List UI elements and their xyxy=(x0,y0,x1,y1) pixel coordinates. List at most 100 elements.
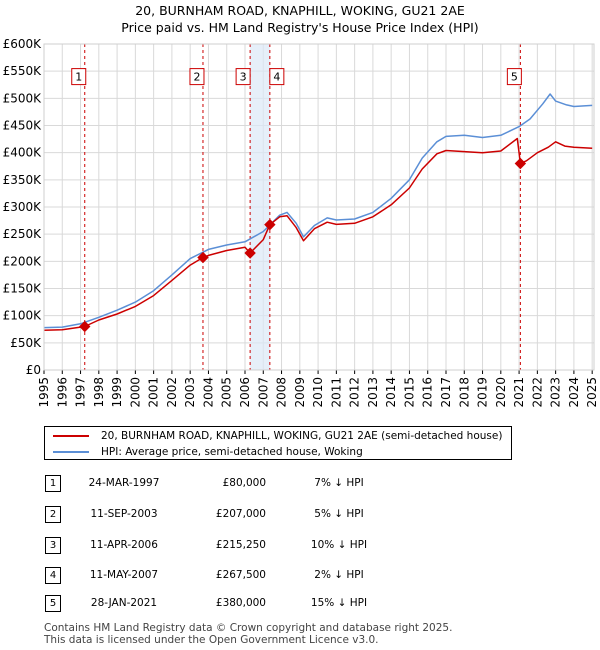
x-tick-label: 2018 xyxy=(457,377,471,408)
sale-hpi-diff: 5% ↓ HPI xyxy=(314,508,364,520)
chart-subtitle: Price paid vs. HM Land Registry's House … xyxy=(121,20,479,35)
x-tick-label: 2015 xyxy=(402,377,416,408)
sale-badge: 5 xyxy=(45,595,61,612)
sale-point xyxy=(197,251,209,264)
x-tick-label: 2011 xyxy=(329,377,343,408)
sale-point xyxy=(264,218,276,231)
table-row: 1 24-MAR-1997 £80,000 7% ↓ HPI xyxy=(44,472,444,494)
legend-item-hpi: HPI: Average price, semi-detached house,… xyxy=(53,444,363,460)
y-tick-label: £500K xyxy=(3,91,43,105)
y-tick-label: £350K xyxy=(3,173,43,187)
x-tick-label: 2019 xyxy=(476,377,490,408)
y-tick-label: £0 xyxy=(26,363,41,377)
sale-point xyxy=(514,157,527,170)
footer-copyright: Contains HM Land Registry data © Crown c… xyxy=(44,622,453,634)
sale-point xyxy=(79,320,91,333)
price-chart: 1 2 3 4 5 £0 £50K £100K £150K £200K £250K £300K £35… xyxy=(3,37,600,408)
x-tick-label: 2007 xyxy=(256,377,270,408)
sale-marker-box xyxy=(506,68,522,86)
x-tick-label: 1995 xyxy=(37,377,51,408)
sale-vlines xyxy=(84,44,521,370)
sale-price: £380,000 xyxy=(215,597,266,609)
sale-marker-box xyxy=(269,68,285,86)
sale-badge: 4 xyxy=(45,567,61,584)
x-tick-label: 2009 xyxy=(293,377,307,408)
legend-swatch-property xyxy=(53,435,89,437)
x-tick-label: 2017 xyxy=(439,377,453,408)
sale-point xyxy=(244,247,256,259)
sale-hpi-diff: 2% ↓ HPI xyxy=(314,569,364,581)
x-tick-label: 1997 xyxy=(74,377,88,408)
table-row: 4 11-MAY-2007 £267,500 2% ↓ HPI xyxy=(44,564,444,586)
y-tick-label: £550K xyxy=(3,64,43,78)
x-tick-label: 2012 xyxy=(348,377,362,408)
sale-badge: 3 xyxy=(45,537,61,554)
y-tick-label: £150K xyxy=(3,282,43,296)
sale-badge: 2 xyxy=(45,506,61,523)
axis-ticks: £0 £50K £100K £150K £200K £250K £300K £350K £400… xyxy=(3,37,600,408)
x-tick-label: 1999 xyxy=(110,377,124,408)
y-tick-label: £100K xyxy=(3,309,43,323)
sale-date: 11-SEP-2003 xyxy=(90,508,158,520)
x-tick-label: 2005 xyxy=(220,377,234,408)
x-tick-label: 2006 xyxy=(238,377,252,408)
x-tick-label: 2002 xyxy=(165,377,179,408)
legend-item-property: 20, BURNHAM ROAD, KNAPHILL, WOKING, GU21… xyxy=(53,428,502,444)
x-tick-label: 2021 xyxy=(512,377,526,408)
x-tick-label: 2013 xyxy=(366,377,380,408)
grid xyxy=(43,43,594,371)
legend-swatch-hpi xyxy=(53,451,89,453)
x-tick-label: 2020 xyxy=(494,377,508,408)
x-tick-label: 2025 xyxy=(585,377,599,408)
y-tick-label: £600K xyxy=(3,37,43,51)
shaded-range xyxy=(250,44,270,370)
x-tick-label: 2022 xyxy=(530,377,544,408)
footer: Contains HM Land Registry data © Crown c… xyxy=(44,622,452,646)
sale-marker-label: 5 xyxy=(511,71,518,84)
sale-date: 11-APR-2006 xyxy=(90,539,158,551)
sale-marker-box xyxy=(71,68,87,86)
x-tick-label: 2001 xyxy=(147,377,161,408)
y-tick-label: £200K xyxy=(3,254,43,268)
plot-frame xyxy=(43,43,595,371)
y-tick-label: £50K xyxy=(10,336,42,350)
x-tick-label: 2003 xyxy=(183,377,197,408)
x-tick-label: 2014 xyxy=(384,377,398,408)
sale-points xyxy=(79,157,527,333)
y-tick-label: £400K xyxy=(3,146,43,160)
legend: 20, BURNHAM ROAD, KNAPHILL, WOKING, GU21… xyxy=(44,426,512,460)
sale-badge: 1 xyxy=(45,475,61,492)
legend-label-property: 20, BURNHAM ROAD, KNAPHILL, WOKING, GU21… xyxy=(101,430,503,442)
x-tick-label: 2004 xyxy=(201,377,215,408)
sale-marker-box xyxy=(189,68,205,86)
x-tick-label: 2000 xyxy=(128,377,142,408)
x-tick-label: 2010 xyxy=(311,377,325,408)
x-tick-label: 2023 xyxy=(549,377,563,408)
y-tick-label: £450K xyxy=(3,119,43,133)
x-tick-label: 2016 xyxy=(421,377,435,408)
sale-hpi-diff: 15% ↓ HPI xyxy=(310,597,368,609)
sale-marker-box xyxy=(235,68,251,86)
footer-license: This data is licensed under the Open Gov… xyxy=(44,634,379,646)
sale-date: 28-JAN-2021 xyxy=(90,597,158,609)
x-tick-label: 1998 xyxy=(92,377,106,408)
y-tick-label: £300K xyxy=(3,200,43,214)
sale-hpi-diff: 10% ↓ HPI xyxy=(310,539,368,551)
sale-price: £207,000 xyxy=(215,508,266,520)
sale-date: 11-MAY-2007 xyxy=(89,569,159,581)
table-row: 2 11-SEP-2003 £207,000 5% ↓ HPI xyxy=(44,503,444,525)
chart-title: 20, BURNHAM ROAD, KNAPHILL, WOKING, GU21… xyxy=(135,3,465,18)
sale-marker-label: 2 xyxy=(193,71,200,84)
sale-hpi-diff: 7% ↓ HPI xyxy=(314,477,364,489)
x-tick-label: 2008 xyxy=(275,377,289,408)
legend-label-hpi: HPI: Average price, semi-detached house,… xyxy=(101,446,363,458)
x-tick-label: 1996 xyxy=(55,377,69,408)
y-tick-label: £250K xyxy=(3,227,43,241)
sale-price: £80,000 xyxy=(222,477,266,489)
sale-marker-label: 1 xyxy=(75,71,82,84)
table-row: 5 28-JAN-2021 £380,000 15% ↓ HPI xyxy=(44,592,444,614)
hpi-line xyxy=(43,93,593,329)
sale-marker-labels: 1 2 3 4 5 xyxy=(71,68,522,86)
shaded-ranges xyxy=(250,44,270,370)
table-row: 3 11-APR-2006 £215,250 10% ↓ HPI xyxy=(44,534,444,556)
